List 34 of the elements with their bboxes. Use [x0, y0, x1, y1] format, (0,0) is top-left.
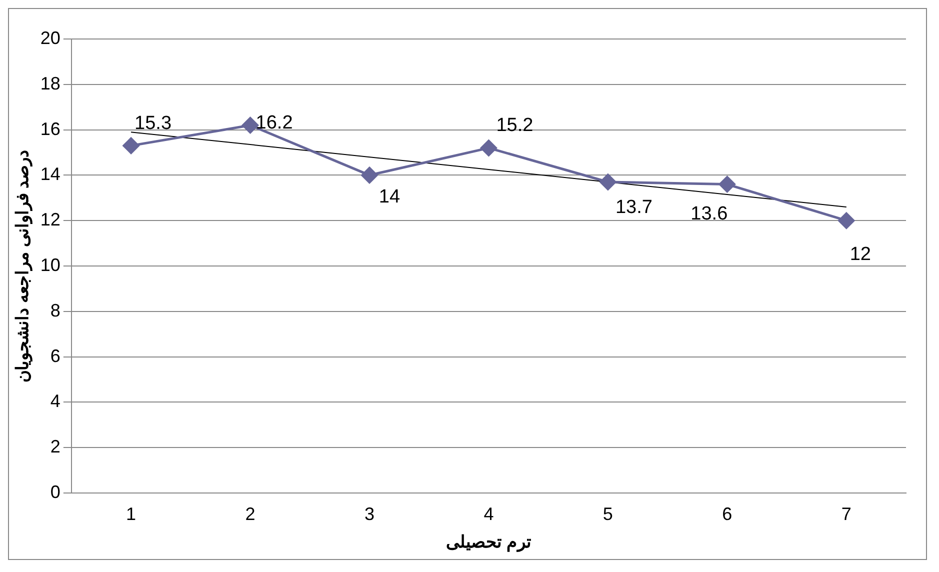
- point: [480, 140, 497, 156]
- x-tick-label: 2: [245, 504, 256, 524]
- data-label: 16.2: [256, 112, 293, 134]
- data-label: 15.3: [134, 112, 172, 134]
- x-tick-label: 5: [602, 504, 613, 524]
- data-label: 13.6: [690, 204, 728, 225]
- point: [718, 176, 736, 193]
- data-label: 14: [378, 186, 400, 208]
- point: [122, 137, 140, 154]
- data-label: 15.2: [496, 115, 534, 136]
- point: [242, 117, 259, 134]
- x-axis-title: ترم تحصیلی: [446, 532, 532, 552]
- y-tick-label: 4: [50, 391, 60, 412]
- x-tick-label: 4: [484, 504, 494, 524]
- y-tick-label: 8: [50, 300, 60, 320]
- x-tick-label: 7: [841, 504, 852, 524]
- y-tick-label: 18: [40, 73, 60, 94]
- x-tick-label: 3: [364, 504, 374, 524]
- point: [361, 166, 378, 184]
- y-tick-label: 12: [40, 210, 60, 230]
- point: [838, 212, 855, 229]
- x-tick-label: 1: [126, 504, 136, 524]
- x-tick-label: 6: [722, 504, 732, 524]
- data-label: 13.7: [615, 197, 652, 218]
- y-tick-label: 20: [40, 28, 60, 48]
- point: [600, 174, 616, 190]
- data-label: 12: [850, 244, 871, 265]
- y-axis-title: درصد فراوانی مراجعه دانشجویان: [12, 149, 33, 383]
- y-tick-label: 2: [50, 436, 60, 457]
- y-tick-label: 16: [40, 118, 60, 139]
- y-tick-label: 0: [50, 482, 60, 502]
- y-tick-label: 14: [40, 164, 60, 184]
- y-tick-label: 6: [50, 346, 60, 366]
- y-tick-label: 10: [40, 254, 60, 275]
